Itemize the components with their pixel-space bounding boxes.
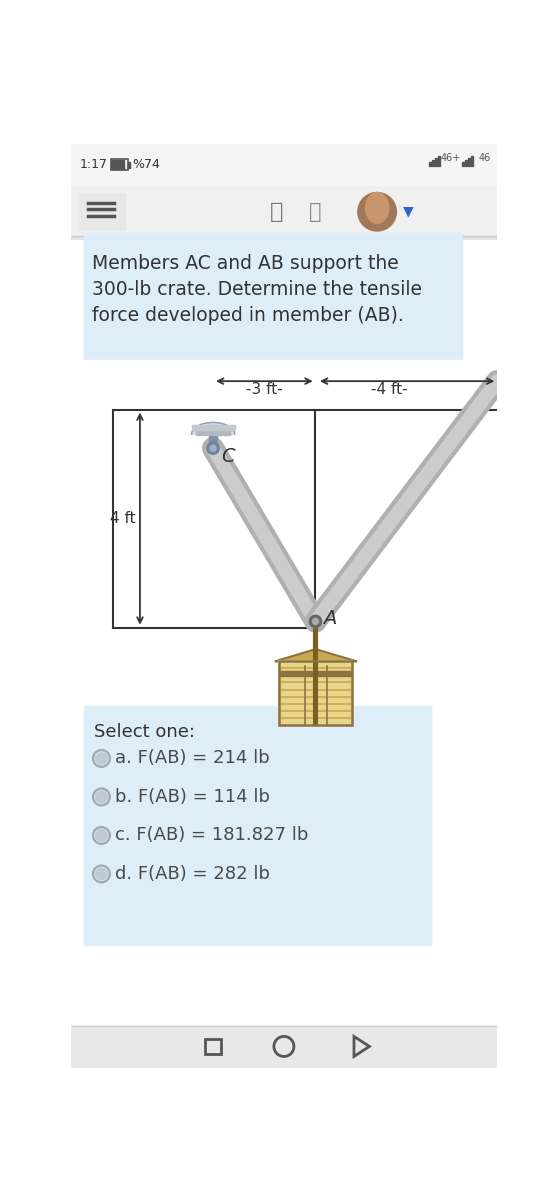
Text: 46: 46 [479, 152, 491, 163]
Circle shape [93, 827, 110, 844]
Bar [71, 186, 497, 236]
Bar [462, 162, 464, 166]
Circle shape [96, 754, 107, 764]
Bar [209, 434, 217, 445]
Bar [432, 160, 434, 166]
Text: 4 ft: 4 ft [110, 511, 136, 526]
Polygon shape [358, 192, 396, 232]
Text: C: C [221, 448, 234, 466]
Text: Members AC and AB support the: Members AC and AB support the [92, 254, 399, 274]
Circle shape [207, 442, 219, 455]
Polygon shape [275, 649, 357, 661]
Bar [468, 158, 470, 166]
Bar [85, 706, 431, 944]
Text: b. F(AB) = 114 lb: b. F(AB) = 114 lb [115, 788, 270, 806]
Bar [279, 671, 352, 676]
Bar [279, 661, 352, 725]
Text: ▼: ▼ [403, 205, 413, 218]
Circle shape [93, 788, 110, 805]
Circle shape [96, 792, 107, 803]
Text: %74: %74 [132, 158, 160, 172]
Circle shape [96, 830, 107, 841]
Bar [438, 156, 440, 166]
Bar [471, 156, 473, 166]
Text: Select one:: Select one: [94, 724, 195, 742]
Polygon shape [192, 422, 235, 434]
Bar [71, 240, 497, 246]
Bar [206, 1039, 221, 1054]
Bar [429, 162, 431, 166]
Bar [71, 360, 497, 691]
Bar [196, 430, 230, 436]
Bar [435, 158, 437, 166]
Text: 300-lb crate. Determine the tensile: 300-lb crate. Determine the tensile [92, 281, 422, 299]
Text: A: A [323, 610, 337, 629]
Text: -4 ft-: -4 ft- [371, 382, 408, 397]
Circle shape [93, 865, 110, 882]
Circle shape [96, 869, 107, 880]
Text: c. F(AB) = 181.827 lb: c. F(AB) = 181.827 lb [115, 827, 309, 845]
Bar [279, 661, 352, 725]
Circle shape [93, 750, 110, 767]
Bar [465, 160, 467, 166]
Bar [192, 425, 235, 430]
Text: 1:17: 1:17 [80, 158, 108, 172]
Polygon shape [366, 192, 389, 223]
Text: d. F(AB) = 282 lb: d. F(AB) = 282 lb [115, 865, 270, 883]
Text: -3 ft-: -3 ft- [246, 382, 283, 397]
Bar [71, 1026, 497, 1068]
Circle shape [312, 618, 319, 624]
Bar [71, 236, 497, 240]
Circle shape [309, 616, 322, 628]
Bar [111, 160, 124, 169]
Bar [85, 233, 462, 360]
Bar [127, 162, 130, 168]
Bar [78, 192, 125, 230]
Text: 🔔: 🔔 [270, 202, 284, 222]
Text: 💬: 💬 [309, 202, 322, 222]
Text: 46+: 46+ [440, 152, 460, 163]
Bar [111, 160, 127, 170]
Text: force developed in member (AB).: force developed in member (AB). [92, 306, 404, 325]
Text: a. F(AB) = 214 lb: a. F(AB) = 214 lb [115, 750, 270, 768]
Bar [71, 144, 497, 186]
Circle shape [210, 445, 216, 451]
